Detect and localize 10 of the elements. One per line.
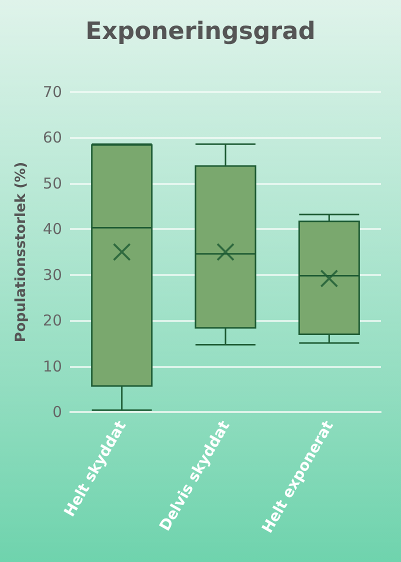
y-tick-label: 10 bbox=[42, 357, 62, 376]
y-tick-label: 40 bbox=[42, 220, 62, 238]
y-tick-label: 50 bbox=[42, 174, 62, 192]
y-tick-label: 20 bbox=[42, 312, 62, 330]
y-tick-label: 70 bbox=[42, 83, 62, 101]
y-tick-label: 30 bbox=[42, 266, 62, 284]
y-axis-title: Populationsstorlek (%) bbox=[13, 162, 29, 342]
chart-title: Exponeringsgrad bbox=[86, 17, 316, 45]
y-tick-label: 0 bbox=[52, 403, 62, 421]
y-tick-label: 60 bbox=[42, 128, 62, 147]
